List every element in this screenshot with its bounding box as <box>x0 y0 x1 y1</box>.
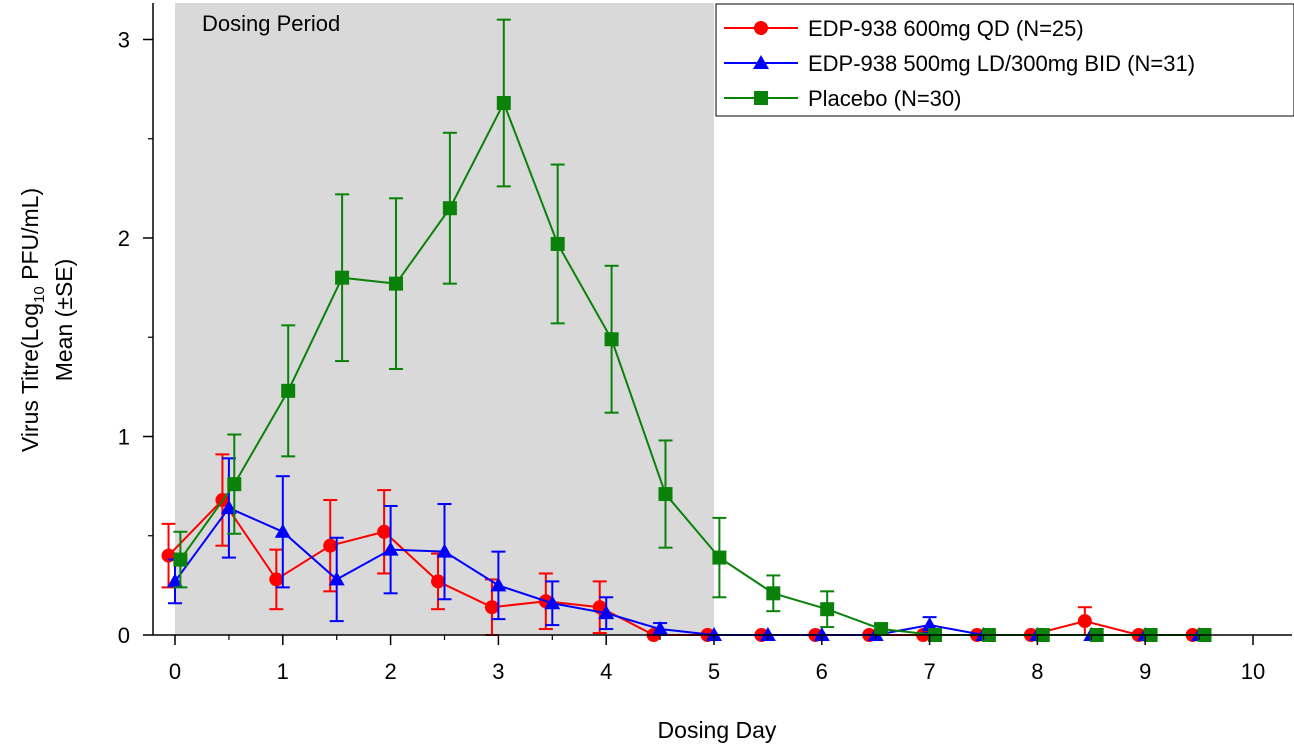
y-ticks: 0 1 2 3 <box>118 28 153 648</box>
legend-label: EDP-938 600mg QD (N=25) <box>808 16 1084 41</box>
data-point <box>167 573 183 588</box>
data-point <box>706 627 722 641</box>
dosing-period-label: Dosing Period <box>202 11 340 36</box>
data-point <box>598 605 615 620</box>
data-point <box>442 201 457 216</box>
data-point <box>173 552 188 567</box>
legend-label: EDP-938 500mg LD/300mg BID (N=31) <box>808 51 1195 76</box>
data-point <box>388 276 403 291</box>
data-point <box>328 571 345 586</box>
data-point <box>227 477 242 492</box>
data-point <box>377 524 392 539</box>
legend-swatch-marker <box>754 21 768 35</box>
x-ticks: 0 1 2 3 4 5 6 7 8 9 10 <box>169 635 1265 684</box>
x-tick-label: 1 <box>277 659 289 684</box>
legend-box <box>715 3 1294 117</box>
x-tick-label: 5 <box>708 659 720 684</box>
data-point <box>281 383 296 398</box>
data-point <box>269 572 284 587</box>
x-tick-label: 6 <box>816 659 828 684</box>
y-tick-label: 2 <box>118 226 130 251</box>
data-point <box>382 541 399 556</box>
svg-text:Virus Titre(Log10 PFU/mL): Virus Titre(Log10 PFU/mL) <box>17 188 48 452</box>
data-point <box>431 574 446 589</box>
data-point <box>813 627 830 641</box>
data-point <box>712 550 727 565</box>
x-tick-label: 10 <box>1241 659 1265 684</box>
x-axis-title: Dosing Day <box>658 717 777 743</box>
data-point <box>490 577 507 592</box>
legend: EDP-938 600mg QD (N=25) EDP-938 500mg LD/… <box>715 3 1294 117</box>
data-point <box>335 270 350 285</box>
y-tick-label: 0 <box>118 623 130 648</box>
data-point <box>874 622 889 637</box>
y-axis-title-line2: Mean (±SE) <box>51 259 77 382</box>
y-axis-title: Virus Titre(Log10 PFU/mL) Mean (±SE) <box>17 188 77 452</box>
legend-swatch-marker <box>754 91 768 105</box>
data-point <box>1077 614 1092 629</box>
data-point <box>658 487 673 502</box>
data-point <box>544 595 561 610</box>
data-point <box>496 96 511 111</box>
data-point <box>652 621 669 636</box>
axes <box>152 3 1292 636</box>
y-tick-label: 3 <box>118 28 130 53</box>
data-point <box>921 617 938 632</box>
x-tick-label: 3 <box>492 659 504 684</box>
data-point <box>759 627 776 641</box>
x-tick-label: 7 <box>923 659 935 684</box>
x-tick-label: 4 <box>600 659 612 684</box>
data-point <box>820 602 835 617</box>
y-axis-title-post: PFU/mL) <box>17 188 43 286</box>
legend-swatch-marker <box>753 55 769 69</box>
y-axis-title-pre: Virus Titre(Log <box>17 303 43 452</box>
x-tick-label: 8 <box>1031 659 1043 684</box>
data-point <box>550 236 565 251</box>
y-tick-label: 1 <box>118 425 130 450</box>
data-point <box>323 538 338 553</box>
data-point <box>766 586 781 601</box>
data-point <box>220 499 237 514</box>
x-tick-label: 2 <box>384 659 396 684</box>
data-point <box>484 600 499 615</box>
y-axis-title-sub: 10 <box>31 286 48 303</box>
legend-label: Placebo (N=30) <box>808 86 961 111</box>
series-3 <box>173 18 1212 642</box>
x-tick-label: 9 <box>1139 659 1151 684</box>
data-point <box>436 543 453 558</box>
x-tick-label: 0 <box>169 659 181 684</box>
data-point <box>274 523 291 538</box>
data-point <box>604 332 619 347</box>
